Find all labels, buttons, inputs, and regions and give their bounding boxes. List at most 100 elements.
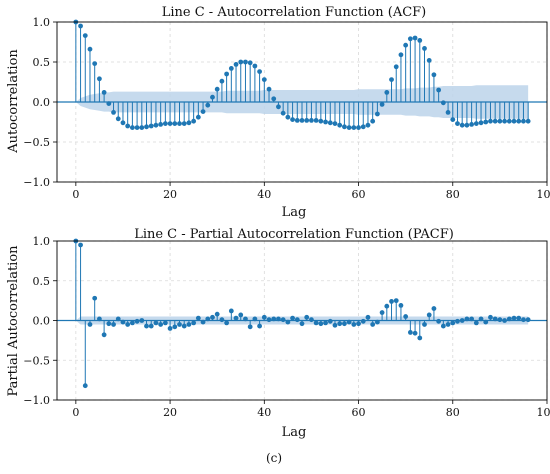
acf-point xyxy=(328,120,333,125)
pacf-point xyxy=(417,336,422,341)
acf-y-tick-label: −1.0 xyxy=(23,176,50,189)
pacf-point xyxy=(380,310,385,315)
acf-point xyxy=(370,119,375,124)
pacf-point xyxy=(271,317,276,322)
pacf-point xyxy=(394,298,399,303)
acf-point xyxy=(281,111,286,116)
acf-point xyxy=(493,119,498,124)
pacf-point xyxy=(446,322,451,327)
acf-point xyxy=(83,33,88,38)
pacf-point xyxy=(483,320,488,325)
pacf-point xyxy=(262,315,267,320)
pacf-point xyxy=(304,315,309,320)
pacf-point xyxy=(295,317,300,322)
acf-point xyxy=(163,121,168,126)
acf-point xyxy=(342,124,347,129)
acf-x-tick-label: 60 xyxy=(352,188,366,201)
pacf-panel: Line C - Partial Autocorrelation Functio… xyxy=(6,227,550,440)
acf-point xyxy=(304,118,309,123)
acf-point xyxy=(366,123,371,128)
acf-y-tick-label: −0.5 xyxy=(23,136,50,149)
acf-point xyxy=(276,104,281,109)
acf-point xyxy=(502,119,507,124)
acf-point xyxy=(285,115,290,120)
pacf-point xyxy=(300,321,305,326)
pacf-point xyxy=(347,320,352,325)
pacf-point xyxy=(479,317,484,322)
acf-point xyxy=(399,52,404,57)
acf-point xyxy=(111,110,116,115)
acf-point xyxy=(290,117,295,122)
pacf-point xyxy=(215,312,220,317)
pacf-point xyxy=(375,320,380,325)
pacf-xlabel: Lag xyxy=(282,425,307,440)
pacf-point xyxy=(139,318,144,323)
pacf-point xyxy=(366,315,371,320)
pacf-point xyxy=(399,303,404,308)
pacf-point xyxy=(158,322,163,327)
acf-y-tick-label: 0.0 xyxy=(33,96,51,109)
pacf-point xyxy=(196,316,201,321)
pacf-point xyxy=(389,299,394,304)
acf-point xyxy=(408,36,413,41)
acf-point xyxy=(450,117,455,122)
pacf-point xyxy=(460,318,465,323)
pacf-point xyxy=(276,317,281,322)
pacf-point xyxy=(238,313,243,318)
acf-xlabel: Lag xyxy=(282,205,307,220)
pacf-point xyxy=(281,317,286,322)
pacf-x-tick-label: 60 xyxy=(352,406,366,419)
pacf-point xyxy=(493,317,498,322)
acf-point xyxy=(441,100,446,105)
pacf-point xyxy=(516,316,521,321)
pacf-point xyxy=(422,322,427,327)
acf-point xyxy=(102,90,107,95)
pacf-point xyxy=(507,317,512,322)
pacf-point xyxy=(149,324,154,329)
pacf-point xyxy=(125,322,130,327)
acf-x-tick-label: 0 xyxy=(72,188,79,201)
acf-point xyxy=(243,60,248,65)
pacf-point xyxy=(427,313,432,318)
pacf-point xyxy=(106,321,111,326)
acf-point xyxy=(135,125,140,130)
acf-point xyxy=(465,123,470,128)
acf-x-tick-label: 20 xyxy=(163,188,177,201)
pacf-point xyxy=(502,318,507,323)
pacf-point xyxy=(318,321,323,326)
pacf-point xyxy=(182,324,187,329)
acf-point xyxy=(516,119,521,124)
pacf-point xyxy=(455,319,460,324)
pacf-point xyxy=(323,320,328,325)
pacf-point xyxy=(111,322,116,327)
pacf-point xyxy=(102,332,107,337)
pacf-point xyxy=(205,317,210,322)
pacf-point xyxy=(224,320,229,325)
pacf-point xyxy=(521,317,526,322)
acf-point xyxy=(507,119,512,124)
acf-point xyxy=(196,115,201,120)
pacf-point xyxy=(285,320,290,325)
pacf-point xyxy=(314,320,319,325)
acf-y-tick-label: 0.5 xyxy=(33,56,51,69)
acf-x-tick-label: 80 xyxy=(446,188,460,201)
acf-point xyxy=(337,123,342,128)
acf-point xyxy=(300,118,305,123)
acf-point xyxy=(356,125,361,130)
pacf-point xyxy=(234,316,239,321)
pacf-point xyxy=(450,320,455,325)
pacf-point xyxy=(168,326,173,331)
acf-point xyxy=(479,120,484,125)
acf-point xyxy=(154,123,159,128)
acf-point xyxy=(158,122,163,127)
acf-point xyxy=(267,87,272,92)
pacf-x-tick-label: 100 xyxy=(537,406,550,419)
acf-point xyxy=(333,121,338,126)
pacf-point xyxy=(248,324,253,329)
pacf-point xyxy=(121,320,126,325)
acf-point xyxy=(215,87,220,92)
acf-point xyxy=(474,121,479,126)
pacf-point xyxy=(92,296,97,301)
acf-point xyxy=(403,43,408,48)
